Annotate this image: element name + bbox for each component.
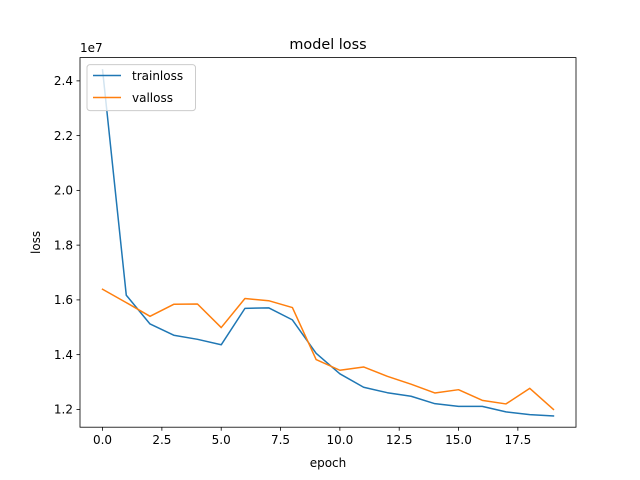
x-tick-label: 10.0 [327, 433, 354, 447]
y-tick-label: 2.2 [54, 129, 73, 143]
x-tick-label: 2.5 [152, 433, 171, 447]
y-tick-label: 2.4 [54, 74, 73, 88]
y-tick-label: 1.4 [54, 348, 73, 362]
x-tick-label: 17.5 [504, 433, 531, 447]
x-tick-label: 7.5 [271, 433, 290, 447]
y-tick-label: 1.2 [54, 403, 73, 417]
x-tick-label: 0.0 [93, 433, 112, 447]
y-tick-label: 1.8 [54, 238, 73, 252]
y-axis-label: loss [29, 231, 43, 254]
x-axis-label: epoch [310, 456, 347, 470]
x-tick-label: 12.5 [386, 433, 413, 447]
y-axis-ticks: 1.2 1.4 1.6 1.8 2.0 2.2 2.4 [54, 74, 80, 417]
y-tick-label: 2.0 [54, 184, 73, 198]
series-lines [101, 69, 555, 417]
chart-title: model loss [289, 37, 366, 53]
x-tick-label: 15.0 [445, 433, 472, 447]
y-offset-label: 1e7 [80, 41, 103, 55]
plot-area [80, 57, 576, 428]
x-tick-label: 5.0 [212, 433, 231, 447]
series-line-trainloss [101, 69, 555, 417]
y-tick-label: 1.6 [54, 293, 73, 307]
plot-frame [79, 57, 577, 428]
legend: trainloss valloss [86, 64, 196, 112]
legend-label-valloss: valloss [132, 91, 173, 105]
series-line-valloss [101, 288, 555, 411]
x-axis-ticks: 0.0 2.5 5.0 7.5 10.0 12.5 15.0 17.5 [93, 427, 531, 447]
legend-label-trainloss: trainloss [132, 69, 183, 83]
